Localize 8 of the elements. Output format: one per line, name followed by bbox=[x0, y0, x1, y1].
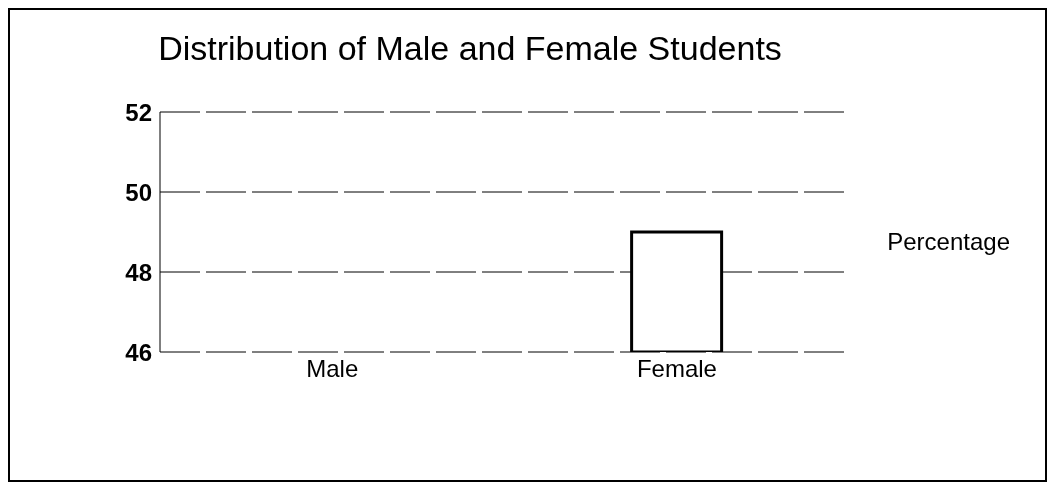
y-tick-label: 46 bbox=[125, 338, 152, 366]
x-tick-label: Female bbox=[636, 355, 717, 383]
y-tick-label: 52 bbox=[125, 98, 152, 126]
chart-title: Distribution of Male and Female Students bbox=[157, 28, 783, 69]
y-tick-label: 50 bbox=[125, 178, 152, 206]
text: Percentage bbox=[887, 228, 1010, 255]
y-tick-label: 48 bbox=[125, 258, 152, 286]
x-tick-label: Male bbox=[306, 355, 359, 383]
